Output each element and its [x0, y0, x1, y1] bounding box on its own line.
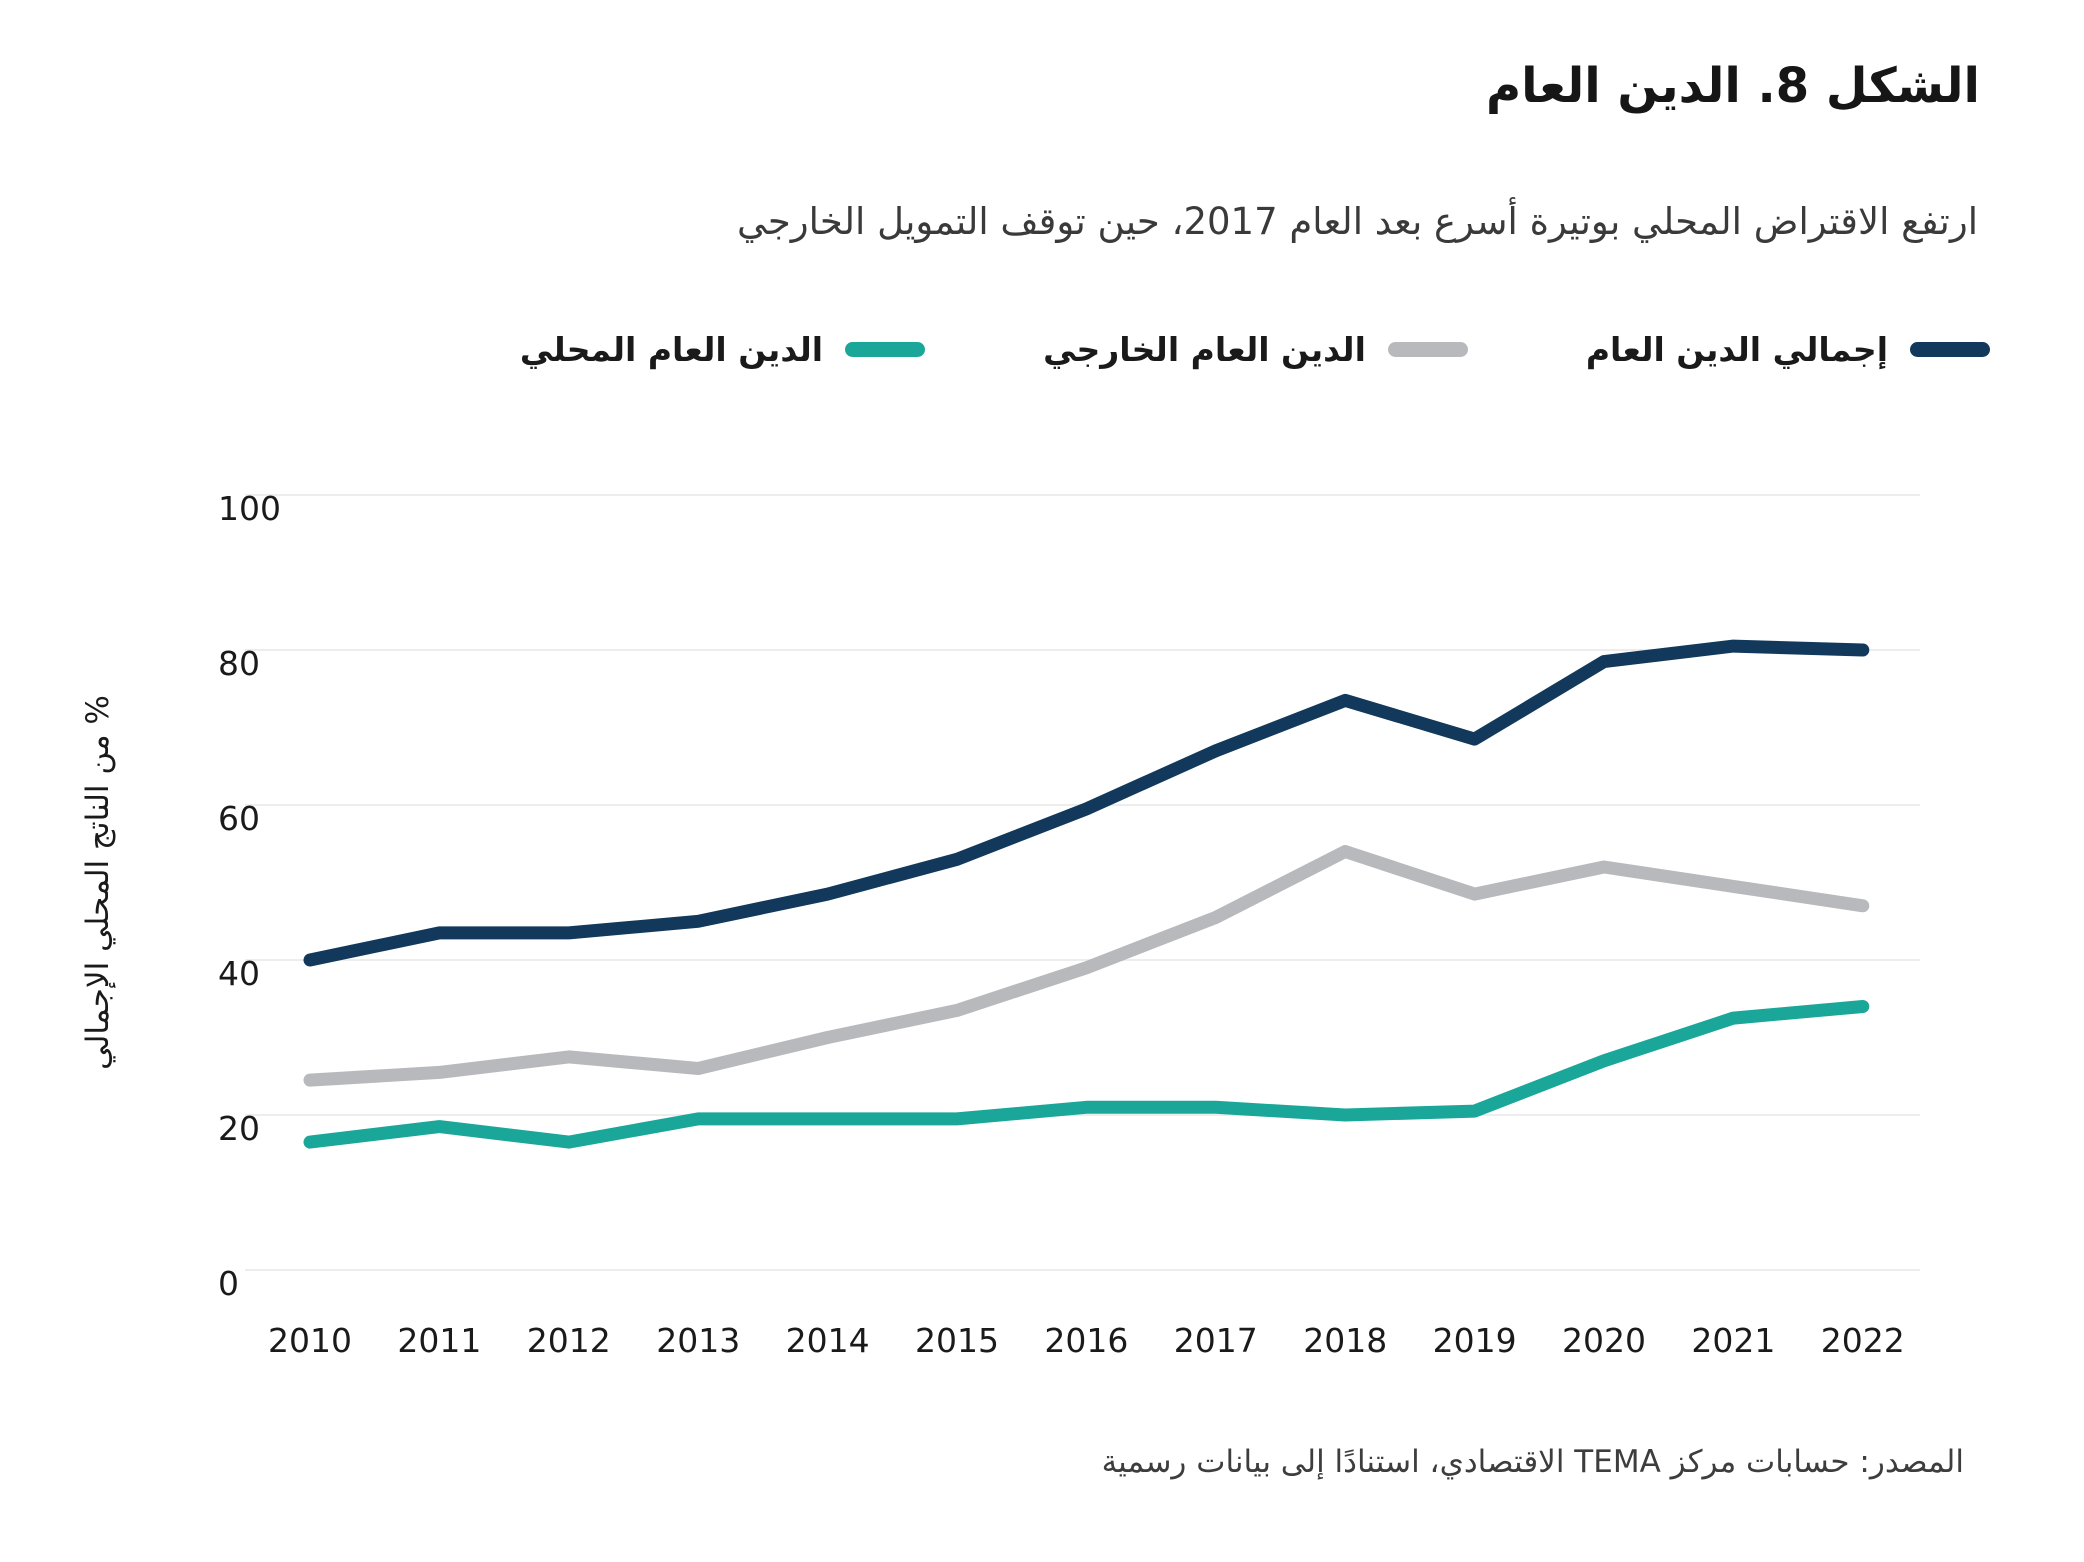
x-tick-label: 2010 [268, 1321, 352, 1360]
legend-label-domestic-debt: الدين العام المحلي [519, 330, 824, 369]
x-tick-label: 2018 [1303, 1321, 1387, 1360]
x-tick-label: 2011 [397, 1321, 481, 1360]
figure-subtitle: ارتفع الاقتراض المحلي بوتيرة أسرع بعد ال… [737, 200, 1978, 243]
source-note: المصدر: حسابات مركز TEMA الاقتصادي، استن… [1101, 1444, 1964, 1480]
y-tick-label: 100 [218, 489, 281, 528]
x-tick-label: 2016 [1044, 1321, 1128, 1360]
legend-swatch-domestic-debt-icon [845, 342, 926, 357]
series-line [303, 845, 1870, 1087]
chart-legend: إجمالي الدين العام الدين العام الخارجي ا… [520, 330, 1990, 369]
legend-swatch-total-debt-icon [1910, 342, 1990, 357]
series-line [303, 1000, 1870, 1149]
x-tick-label: 2020 [1562, 1321, 1646, 1360]
figure-title: الشكل 8. الدين العام [1485, 58, 1980, 114]
legend-label-total-debt: إجمالي الدين العام [1585, 330, 1888, 369]
y-tick-label: 80 [218, 644, 260, 683]
legend-item-domestic-debt: الدين العام المحلي [519, 330, 926, 369]
x-tick-label: 2012 [527, 1321, 611, 1360]
y-tick-label: 60 [218, 799, 260, 838]
series-line [303, 639, 1870, 967]
x-tick-label: 2017 [1174, 1321, 1258, 1360]
line-chart: 0 20 40 60 80 100 2010 2011 2012 2013 2014 2015 2016… [0, 440, 2084, 1400]
y-tick-label: 0 [218, 1264, 239, 1303]
legend-item-total-debt: إجمالي الدين العام [1586, 330, 1990, 369]
x-tick-label: 2015 [915, 1321, 999, 1360]
x-tick-label: 2021 [1691, 1321, 1775, 1360]
y-axis-title: % من الناتج المحلي الإجمالي [80, 695, 116, 1070]
legend-item-external-debt: الدين العام الخارجي [1043, 330, 1468, 369]
y-tick-label: 20 [218, 1109, 260, 1148]
x-tick-label: 2013 [656, 1321, 740, 1360]
legend-swatch-external-debt-icon [1387, 342, 1468, 357]
y-tick-label: 40 [218, 954, 260, 993]
x-tick-label: 2019 [1433, 1321, 1517, 1360]
x-tick-label: 2014 [786, 1321, 870, 1360]
legend-label-external-debt: الدين العام الخارجي [1043, 330, 1366, 369]
line-chart-canvas: 0 20 40 60 80 100 2010 2011 2012 2013 2014 2015 2016… [80, 489, 1920, 1360]
x-tick-label: 2022 [1821, 1321, 1905, 1360]
